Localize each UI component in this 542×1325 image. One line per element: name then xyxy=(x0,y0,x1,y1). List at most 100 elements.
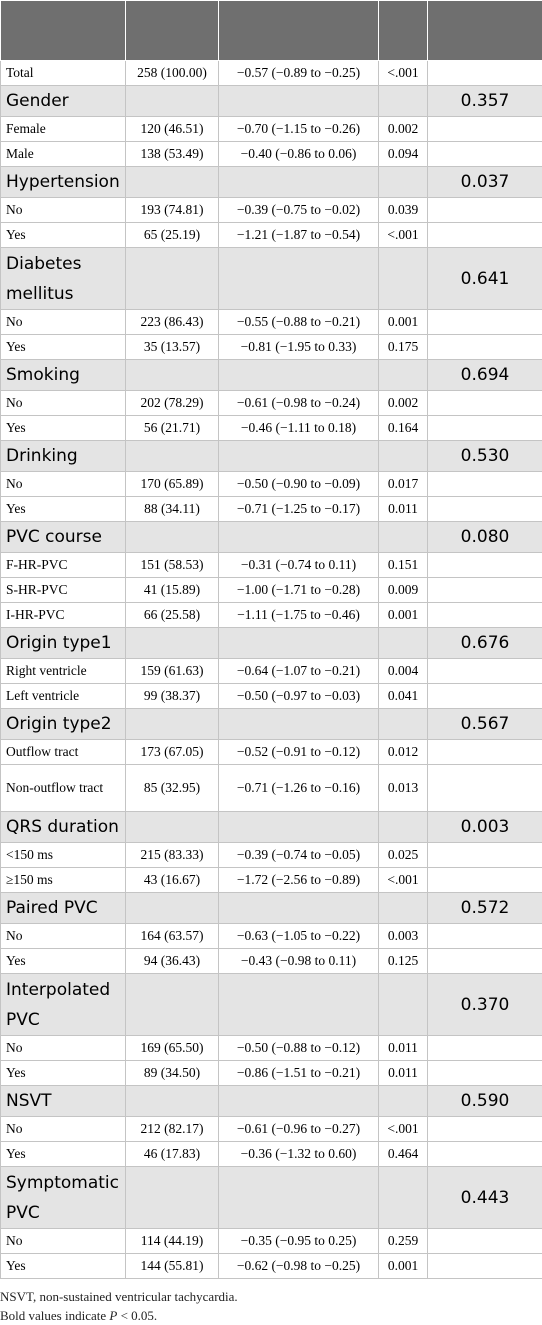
p-value: 0.125 xyxy=(379,949,428,974)
variable: ≥150 ms xyxy=(1,868,126,893)
beta-ci: −0.71 (−1.25 to −0.17) xyxy=(219,497,379,522)
p-value: 0.013 xyxy=(379,765,428,812)
p-value: 0.011 xyxy=(379,497,428,522)
empty-cell xyxy=(126,893,219,924)
beta-ci: −0.71 (−1.26 to −0.16) xyxy=(219,765,379,812)
text: Bold values indicate xyxy=(0,1308,109,1323)
beta-ci: −0.40 (−0.86 to 0.06) xyxy=(219,142,379,167)
footnotes: NSVT, non-sustained ventricular tachycar… xyxy=(0,1279,542,1325)
variable: Total xyxy=(1,61,126,86)
beta-ci: −0.50 (−0.90 to −0.09) xyxy=(219,472,379,497)
p-value: <.001 xyxy=(379,1117,428,1142)
n-percent: 43 (16.67) xyxy=(126,868,219,893)
p-value: 0.004 xyxy=(379,659,428,684)
n-percent: 99 (38.37) xyxy=(126,684,219,709)
beta-ci: −1.00 (−1.71 to −0.28) xyxy=(219,578,379,603)
variable: I-HR-PVC xyxy=(1,603,126,628)
empty-cell xyxy=(379,167,428,198)
empty-cell xyxy=(219,86,379,117)
empty-cell xyxy=(126,248,219,310)
empty-cell xyxy=(428,472,542,497)
p-value: 0.001 xyxy=(379,603,428,628)
p-value: <.001 xyxy=(379,868,428,893)
empty-cell xyxy=(428,223,542,248)
empty-cell xyxy=(219,522,379,553)
empty-cell xyxy=(219,1167,379,1229)
n-percent: 212 (82.17) xyxy=(126,1117,219,1142)
interaction-p: 0.572 xyxy=(428,893,542,924)
variable: No xyxy=(1,472,126,497)
variable: Female xyxy=(1,117,126,142)
empty-cell xyxy=(428,603,542,628)
beta-ci: −0.52 (−0.91 to −0.12) xyxy=(219,740,379,765)
empty-cell xyxy=(428,578,542,603)
variable: Yes xyxy=(1,949,126,974)
empty-cell xyxy=(126,628,219,659)
p-value: 0.175 xyxy=(379,335,428,360)
beta-ci: −0.81 (−1.95 to 0.33) xyxy=(219,335,379,360)
empty-cell xyxy=(379,812,428,843)
group-label: PVC course xyxy=(1,522,126,553)
p-value: 0.151 xyxy=(379,553,428,578)
footnote: NSVT, non-sustained ventricular tachycar… xyxy=(0,1287,542,1306)
variable: No xyxy=(1,198,126,223)
beta-ci: −0.62 (−0.98 to −0.25) xyxy=(219,1254,379,1279)
header-cell xyxy=(379,1,428,61)
variable: Yes xyxy=(1,497,126,522)
n-percent: 164 (63.57) xyxy=(126,924,219,949)
empty-cell xyxy=(428,117,542,142)
empty-cell xyxy=(428,1036,542,1061)
empty-cell xyxy=(126,974,219,1036)
empty-cell xyxy=(428,949,542,974)
group-label: Hypertension xyxy=(1,167,126,198)
variable: Male xyxy=(1,142,126,167)
empty-cell xyxy=(428,868,542,893)
group-label: Interpolated PVC xyxy=(1,974,126,1036)
empty-cell xyxy=(428,1254,542,1279)
variable: Yes xyxy=(1,1061,126,1086)
n-percent: 114 (44.19) xyxy=(126,1229,219,1254)
variable: No xyxy=(1,1036,126,1061)
empty-cell xyxy=(379,974,428,1036)
beta-ci: −0.31 (−0.74 to 0.11) xyxy=(219,553,379,578)
interaction-p: 0.080 xyxy=(428,522,542,553)
group-label: QRS duration xyxy=(1,812,126,843)
beta-ci: −0.64 (−1.07 to −0.21) xyxy=(219,659,379,684)
p-value: 0.001 xyxy=(379,1254,428,1279)
p-value: 0.012 xyxy=(379,740,428,765)
n-percent: 88 (34.11) xyxy=(126,497,219,522)
variable: Yes xyxy=(1,1254,126,1279)
n-percent: 170 (65.89) xyxy=(126,472,219,497)
empty-cell xyxy=(379,628,428,659)
empty-cell xyxy=(126,522,219,553)
p-value: 0.011 xyxy=(379,1061,428,1086)
text: < 0.05. xyxy=(117,1308,157,1323)
interaction-p: 0.443 xyxy=(428,1167,542,1229)
variable: Left ventricle xyxy=(1,684,126,709)
empty-cell xyxy=(219,628,379,659)
beta-ci: −0.63 (−1.05 to −0.22) xyxy=(219,924,379,949)
empty-cell xyxy=(428,1142,542,1167)
p-value: 0.002 xyxy=(379,391,428,416)
p-value: 0.001 xyxy=(379,310,428,335)
empty-cell xyxy=(126,360,219,391)
n-percent: 215 (83.33) xyxy=(126,843,219,868)
interaction-p: 0.694 xyxy=(428,360,542,391)
beta-ci: −0.70 (−1.15 to −0.26) xyxy=(219,117,379,142)
variable: No xyxy=(1,391,126,416)
